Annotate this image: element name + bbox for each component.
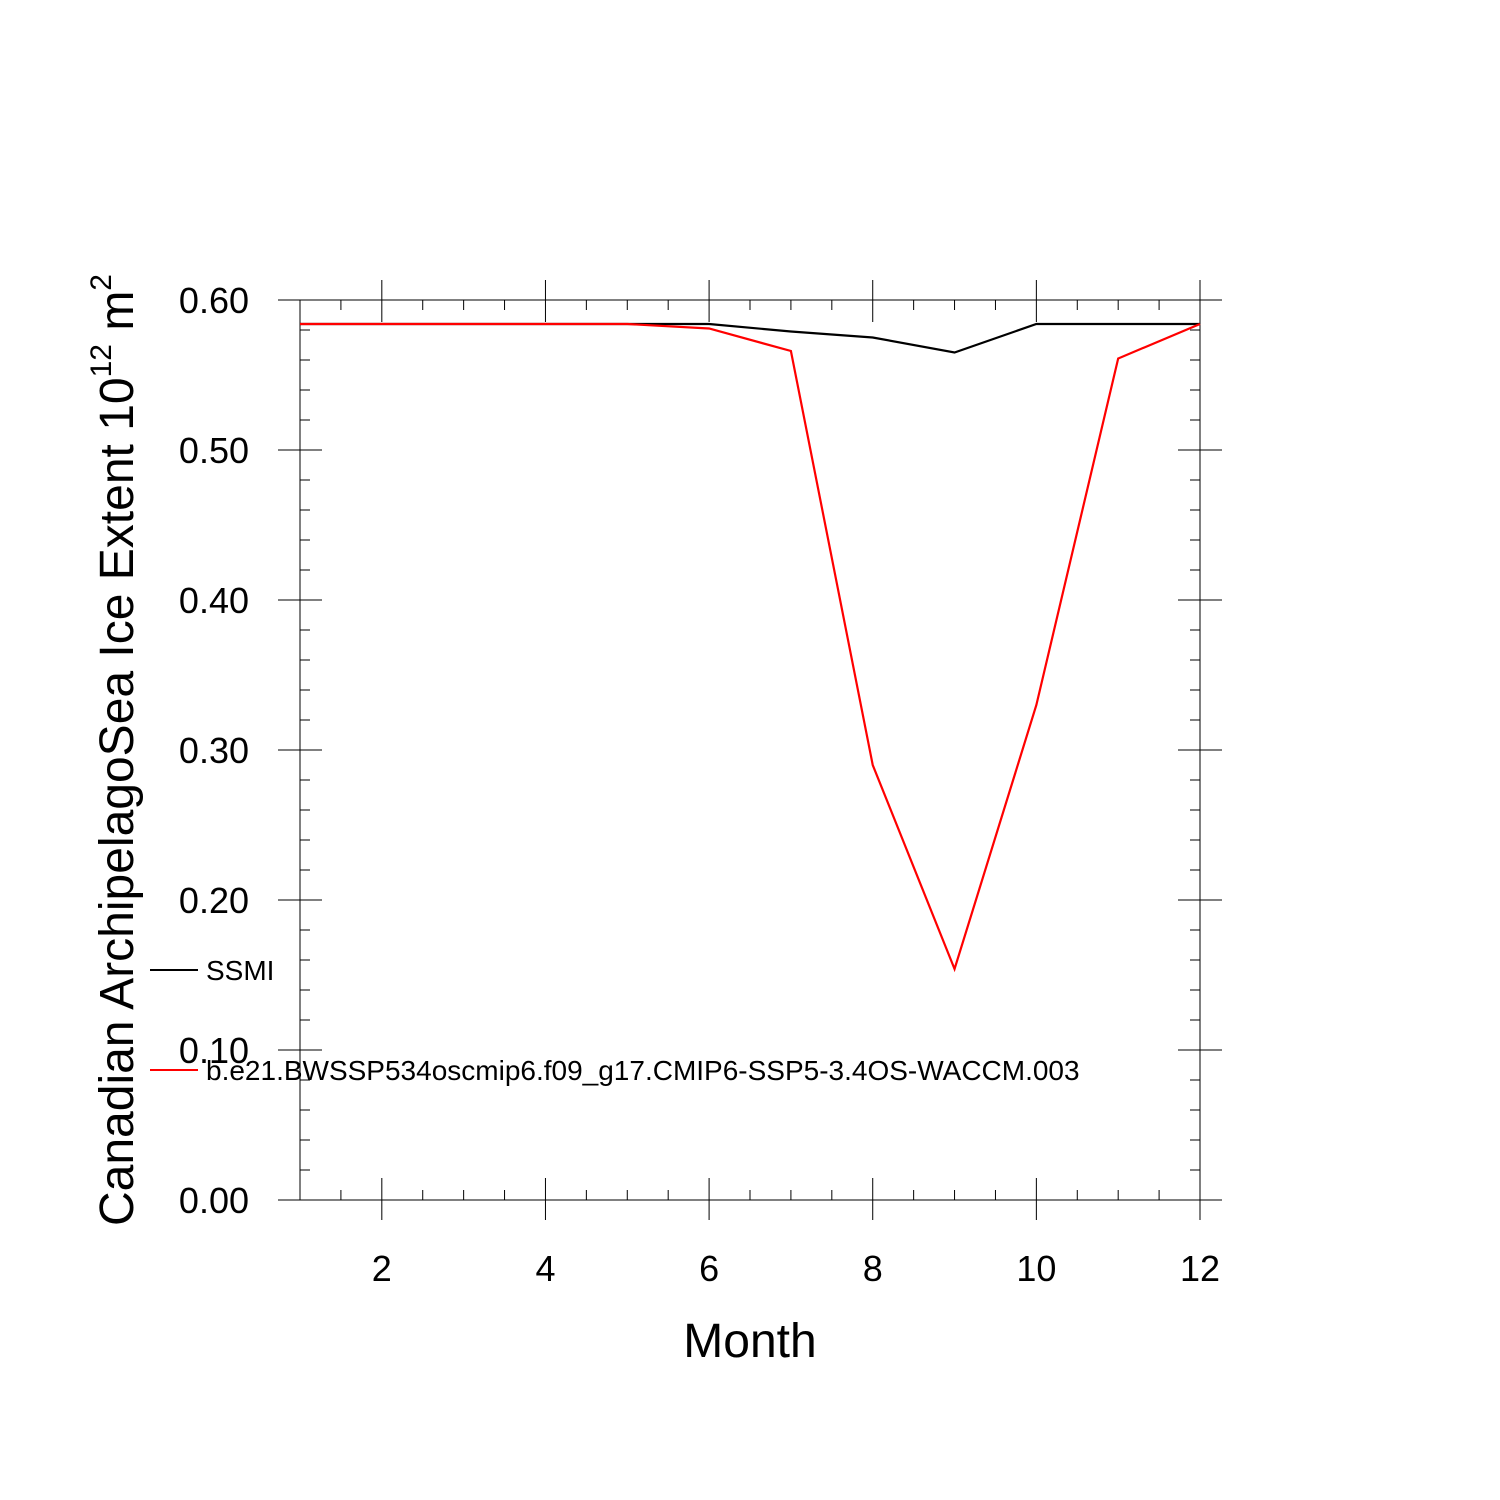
x-tick-label: 8	[863, 1248, 883, 1289]
legend-label-1: SSMI	[206, 955, 274, 986]
y-axis-label-exponent: 12	[85, 344, 118, 377]
x-axis-label: Month	[683, 1315, 816, 1368]
x-tick-label: 2	[372, 1248, 392, 1289]
y-tick-label: 0.60	[179, 280, 249, 321]
series-line-2	[300, 322, 1201, 973]
x-tick-label: 4	[535, 1248, 555, 1289]
y-tick-label: 0.00	[179, 1180, 249, 1221]
x-tick-label: 10	[1016, 1248, 1056, 1289]
y-tick-label: 0.20	[179, 880, 249, 921]
series-lines	[300, 322, 1201, 973]
y-tick-label: 0.30	[179, 730, 249, 771]
y-axis-label-unit-exponent: 2	[85, 274, 118, 291]
x-tick-label: 12	[1180, 1248, 1220, 1289]
y-axis-label: Canadian ArchipelagoSea Ice Extent 1012 …	[85, 274, 144, 1226]
y-axis-ticks: 0.00 0.10 0.20 0.30 0.40 0.50 0.60	[179, 280, 1222, 1221]
legend-label-2: b.e21.BWSSP534oscmip6.f09_g17.CMIP6-SSP5…	[206, 1055, 1080, 1086]
x-axis-ticks: 2 4 6 8 10 12	[299, 280, 1220, 1289]
y-axis-label-main: Canadian ArchipelagoSea Ice Extent 10	[91, 377, 144, 1226]
series-line-1	[300, 322, 1200, 354]
x-tick-label: 6	[699, 1248, 719, 1289]
legend: SSMI b.e21.BWSSP534oscmip6.f09_g17.CMIP6-…	[150, 955, 1080, 1086]
y-tick-label: 0.50	[179, 430, 249, 471]
y-axis-label-unit: m	[91, 291, 144, 344]
y-tick-label: 0.40	[179, 580, 249, 621]
y-tick-label: 0.10	[179, 1030, 249, 1071]
